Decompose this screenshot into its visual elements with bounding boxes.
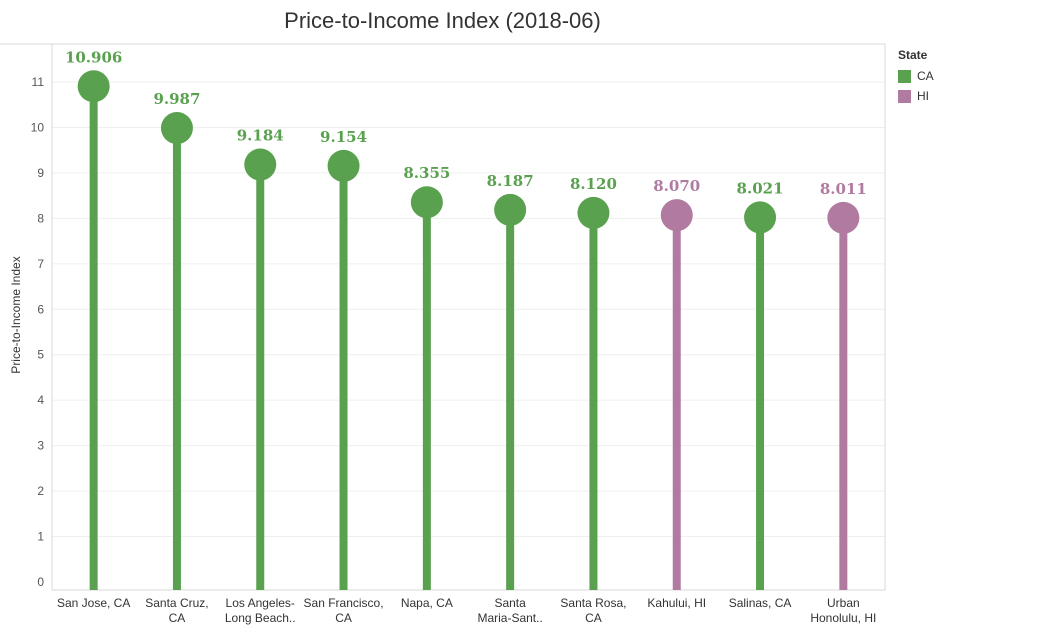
x-tick-label: Santa Maria-Sant.. [477, 596, 543, 625]
y-tick-label: 7 [37, 257, 44, 271]
legend-item-hi[interactable]: HI [898, 86, 934, 106]
x-tick-label: Kahului, HI [647, 596, 707, 610]
x-tick-label: San Jose, CA [56, 596, 131, 610]
x-tick-label: Santa Rosa, CA [560, 596, 627, 625]
y-axis-label: Price-to-Income Index [9, 256, 23, 373]
lollipop-dot[interactable] [77, 70, 110, 103]
lollipop-dot[interactable] [160, 112, 193, 145]
legend-label-hi: HI [917, 89, 929, 103]
x-tick-label: Urban Honolulu, HI [810, 596, 877, 625]
data-label: 9.184 [237, 127, 284, 145]
lollipop-marks: 10.906 9.987 9.184 9.154 8.355 8.187 8.120 8.07… [65, 48, 867, 590]
y-tick-label: 10 [31, 120, 45, 134]
data-label: 8.021 [737, 179, 784, 197]
legend: State CA HI [898, 48, 934, 106]
x-tick-label: Santa Cruz, CA [145, 596, 209, 625]
y-tick-label: 3 [37, 439, 44, 453]
data-label: 8.070 [653, 177, 700, 195]
y-tick-label: 6 [37, 302, 44, 316]
legend-title: State [898, 48, 928, 62]
axes: 0 1 2 3 4 5 6 7 8 9 10 11 [0, 43, 886, 591]
legend-item-ca[interactable]: CA [898, 66, 934, 86]
lollipop-dot[interactable] [660, 199, 693, 232]
lollipop-dot[interactable] [327, 149, 360, 182]
data-label: 8.187 [487, 172, 534, 190]
y-tick-label: 5 [37, 348, 44, 362]
data-label: 10.906 [65, 48, 122, 66]
legend-swatch-hi [898, 89, 911, 103]
lollipop-dot[interactable] [244, 148, 277, 181]
y-tick-label: 11 [32, 75, 45, 89]
y-tick-label: 4 [37, 393, 44, 407]
x-tick-label: San Francisco, CA [303, 596, 384, 625]
lollipop-dot[interactable] [494, 193, 527, 226]
data-label: 9.154 [320, 128, 367, 146]
data-label: 9.987 [153, 90, 200, 108]
legend-swatch-ca [898, 69, 911, 83]
y-tick-label: 0 [37, 575, 44, 589]
x-tick-label: Salinas, CA [728, 596, 792, 610]
data-label: 8.120 [570, 175, 617, 193]
lollipop-dot[interactable] [744, 201, 777, 234]
y-tick-label: 9 [37, 166, 44, 180]
y-tick-label: 8 [37, 211, 44, 225]
chart-title: Price-to-Income Index (2018-06) [284, 8, 601, 33]
y-tick-label: 1 [37, 530, 44, 544]
legend-label-ca: CA [917, 69, 934, 83]
x-tick-label: Los Angeles- Long Beach.. [224, 596, 296, 625]
data-label: 8.011 [820, 180, 867, 198]
lollipop-dot[interactable] [827, 201, 860, 234]
gridlines [52, 81, 885, 538]
lollipop-dot[interactable] [577, 196, 610, 229]
y-tick-label: 2 [37, 484, 44, 498]
lollipop-dot[interactable] [410, 186, 443, 219]
x-tick-label: Napa, CA [400, 596, 453, 610]
data-label: 8.355 [403, 164, 450, 182]
